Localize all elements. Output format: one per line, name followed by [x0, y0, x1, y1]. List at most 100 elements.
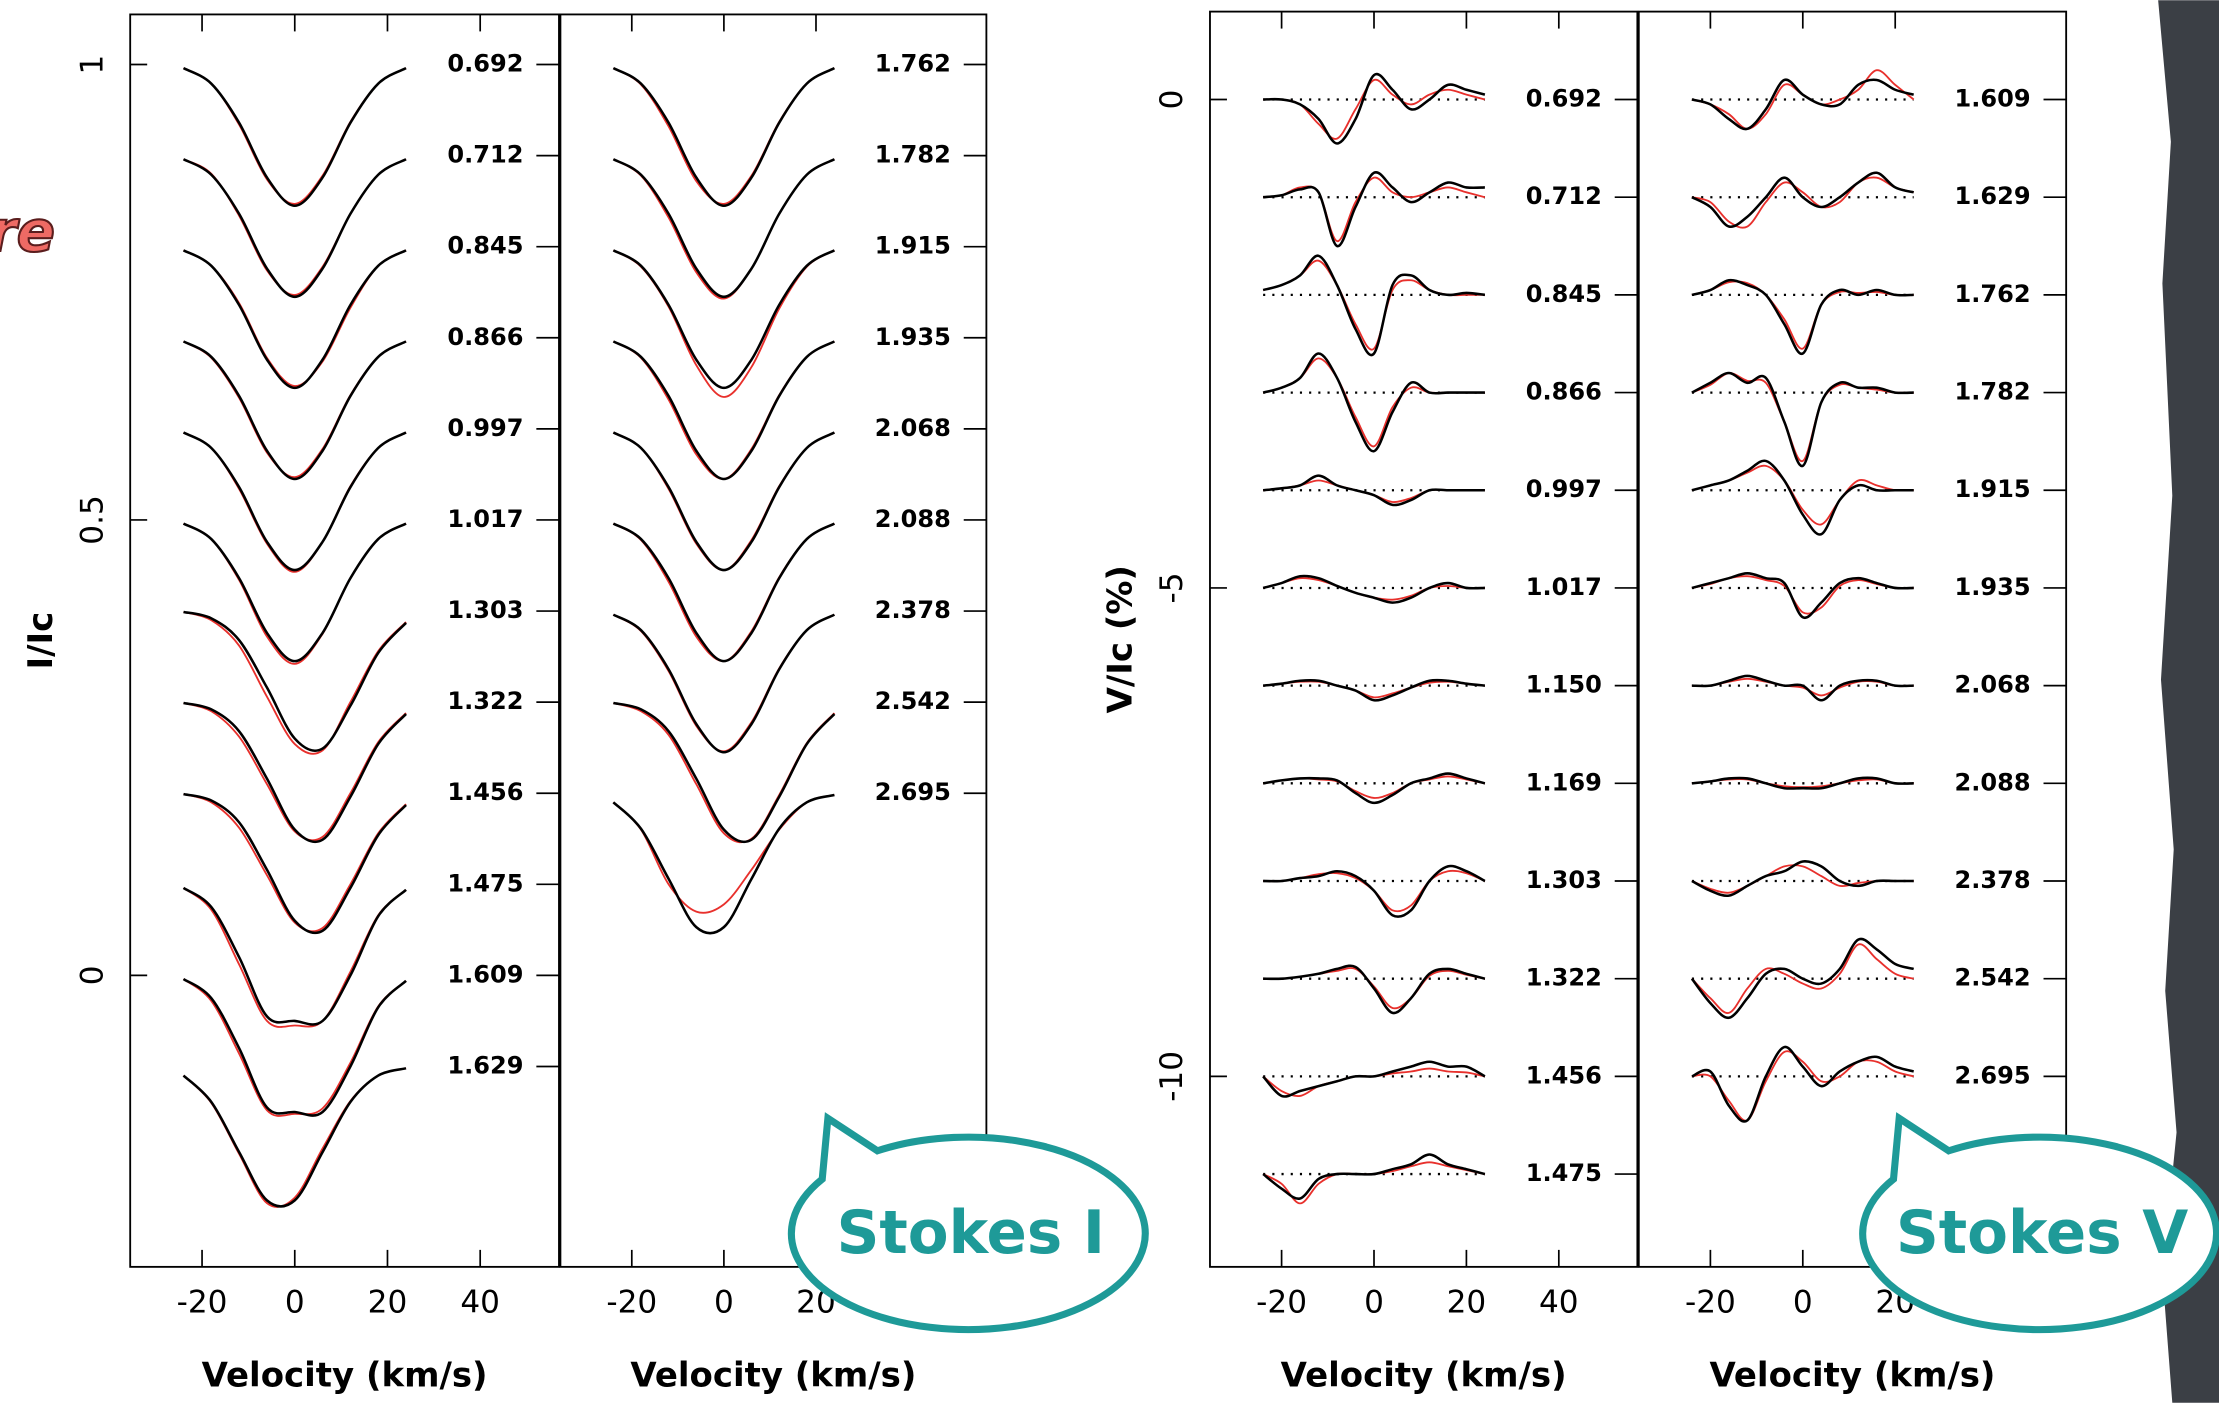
phase-label: 1.303 [447, 596, 523, 624]
phase-label: 2.542 [1955, 964, 2031, 992]
phase-label: 2.695 [1955, 1061, 2031, 1089]
x-tick-label: -20 [1256, 1285, 1307, 1321]
observed-profile [182, 522, 407, 663]
observed-profile [1262, 171, 1485, 248]
phase-label: 2.695 [875, 778, 951, 806]
phase-label: 1.303 [1526, 866, 1602, 894]
model-profile [1691, 1050, 1914, 1122]
y-tick-label: 0 [74, 965, 110, 985]
phase-label: 2.088 [1955, 768, 2031, 796]
plot-frame [1209, 10, 1639, 1268]
observed-profile [613, 701, 836, 844]
phase-label: 1.169 [1526, 768, 1602, 796]
observed-profile [1691, 1045, 1915, 1123]
phase-label: 1.935 [875, 323, 951, 351]
plot-frame [559, 13, 988, 1268]
x-tick-label: 20 [1447, 1285, 1487, 1321]
observed-profile [1263, 72, 1486, 145]
observed-profile [182, 1067, 407, 1208]
observed-profile [182, 158, 407, 299]
observed-profile [1691, 459, 1914, 536]
observed-profile [182, 340, 407, 481]
phase-label: 1.782 [1955, 378, 2031, 406]
x-tick-label: 0 [714, 1285, 734, 1321]
phase-label: 1.629 [447, 1051, 523, 1079]
observed-profile [182, 886, 407, 1026]
phase-label: 1.322 [447, 687, 523, 715]
phase-label: 1.609 [1955, 85, 2031, 113]
observed-profile [183, 610, 407, 753]
observed-profile [1691, 371, 1914, 468]
callout-stokes-i: Stokes I [787, 1112, 1149, 1334]
phase-label: 1.762 [1955, 280, 2031, 308]
speech-bubble [1859, 1112, 2219, 1334]
y-axis-label: I/Ic [21, 612, 61, 670]
phase-label: 2.088 [875, 505, 951, 533]
x-tick-label: 0 [285, 1285, 305, 1321]
phase-label: 0.866 [447, 323, 523, 351]
phase-label: 1.782 [875, 141, 951, 169]
plot-frame [1637, 10, 2068, 1268]
observed-profile [1262, 772, 1486, 805]
phase-label: 1.609 [447, 960, 523, 988]
observed-profile [1262, 474, 1485, 507]
phase-label: 1.915 [875, 232, 951, 260]
phase-label: 2.378 [875, 596, 951, 624]
observed-profile [612, 158, 836, 299]
phase-label: 1.017 [1526, 573, 1602, 601]
observed-profile [1262, 678, 1486, 702]
phase-label: 1.150 [1526, 671, 1602, 699]
model-profile [1263, 176, 1486, 243]
observed-profile [182, 431, 407, 572]
observed-profile [612, 793, 835, 935]
phase-label: 2.068 [875, 414, 951, 442]
model-profile [1691, 176, 1914, 229]
observed-profile [1691, 776, 1914, 790]
observed-profile [1263, 864, 1486, 918]
observed-profile [1691, 860, 1914, 898]
phase-label: 1.322 [1526, 964, 1602, 992]
phase-label: 1.915 [1955, 475, 2031, 503]
observed-profile [1691, 572, 1914, 620]
x-tick-label: 40 [1539, 1285, 1579, 1321]
phase-label: 1.456 [1526, 1061, 1602, 1089]
phase-label: 1.475 [1526, 1159, 1602, 1187]
model-profile [1691, 280, 1914, 350]
y-tick-label: 0 [1154, 90, 1190, 110]
observed-profile [182, 249, 407, 390]
y-tick-label: -5 [1154, 572, 1190, 603]
observed-profile [612, 340, 836, 481]
callout-text: Stokes V [1896, 1199, 2188, 1268]
observed-profile [612, 67, 836, 207]
observed-profile [1690, 937, 1915, 1020]
phase-label: 1.935 [1955, 573, 2031, 601]
model-profile [1691, 943, 1914, 1014]
x-tick-label: 20 [368, 1285, 408, 1321]
torn-paper-edge [2158, 0, 2219, 1403]
phase-label: 0.712 [1526, 182, 1602, 210]
plot-frame [129, 13, 560, 1268]
observed-profile [183, 792, 407, 935]
observed-profile [1262, 254, 1486, 357]
x-tick-label: 40 [460, 1285, 500, 1321]
x-tick-label: 0 [1793, 1285, 1813, 1321]
phase-label: 2.378 [1955, 866, 2031, 894]
x-axis-label: Velocity (km/s) [202, 1356, 488, 1396]
charts: -20 0 20 40 0 0.5 1 Velocity (km/s) I/Ic 0.692 0.7… [21, 10, 2068, 1396]
phase-label: 2.542 [875, 687, 951, 715]
phase-label: 0.866 [1526, 378, 1602, 406]
x-axis-label: Velocity (km/s) [1709, 1356, 1995, 1396]
phase-label: 1.762 [875, 50, 951, 78]
observed-profile [182, 67, 407, 207]
phase-label: 2.068 [1955, 671, 2031, 699]
observed-profile [1263, 964, 1486, 1015]
observed-profile [1691, 171, 1915, 229]
observed-profile [1262, 352, 1485, 453]
callout-text: Stokes I [837, 1199, 1105, 1268]
y-tick-label: 0.5 [74, 495, 110, 545]
phase-label: 1.629 [1955, 182, 2031, 210]
phase-label: 0.712 [447, 141, 523, 169]
observed-profile [182, 977, 407, 1117]
